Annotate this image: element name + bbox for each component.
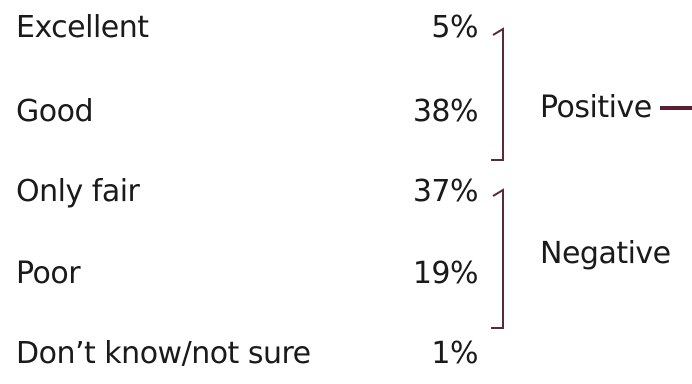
bracket-negative (491, 188, 504, 329)
row-value-only-fair: 37% (412, 174, 479, 209)
row-label-good: Good (16, 94, 94, 129)
row-label-only-fair: Only fair (16, 174, 140, 209)
row-value-good: 38% (412, 94, 479, 129)
row-value-poor: 19% (412, 256, 479, 291)
group-label-negative: Negative (540, 236, 671, 271)
row-label-excellent: Excellent (16, 10, 149, 45)
row-label-poor: Poor (16, 256, 81, 291)
row-value-dont-know: 1% (431, 336, 478, 371)
group-label-positive: Positive (540, 90, 652, 125)
row-value-excellent: 5% (431, 10, 478, 45)
row-label-dont-know: Don’t know/not sure (16, 336, 311, 371)
bracket-positive (491, 27, 504, 161)
